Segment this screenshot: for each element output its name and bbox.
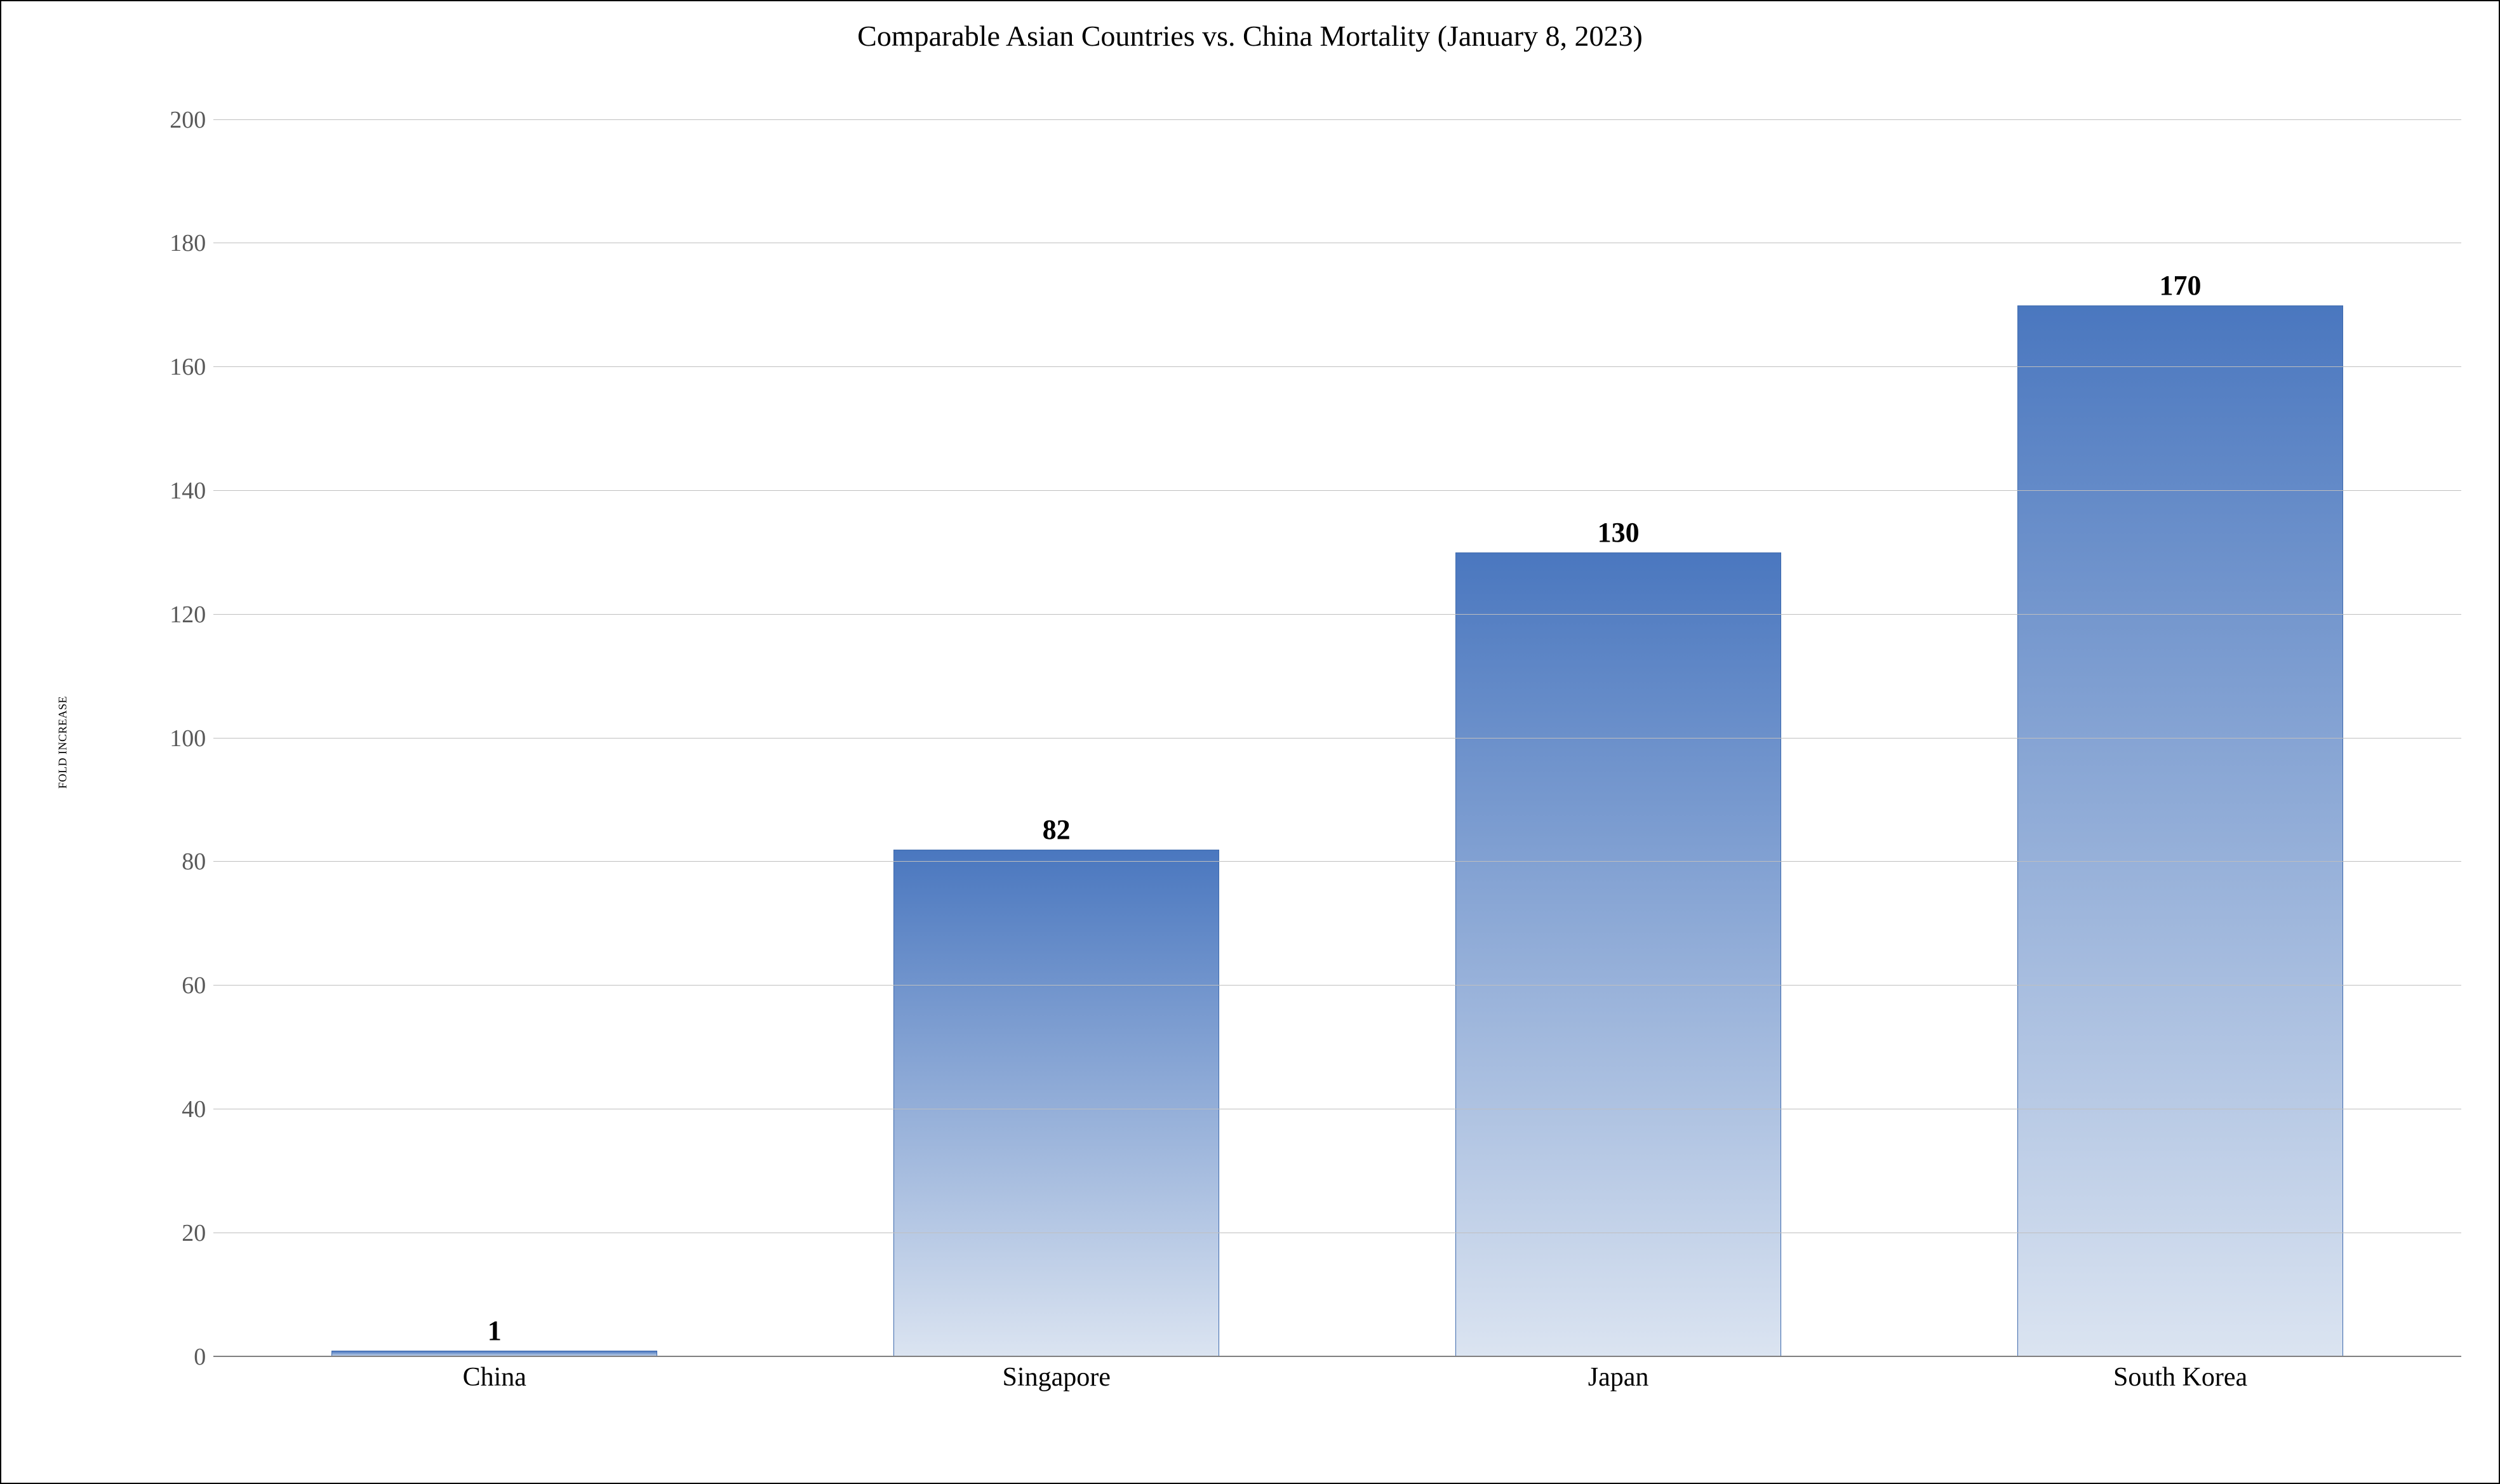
bar-value-label: 130 [1455,516,1781,549]
x-tick-label: Singapore [1003,1357,1111,1393]
bar [2017,305,2343,1357]
chart-frame: Comparable Asian Countries vs. China Mor… [0,0,2500,1484]
plot-area: 182130170 020406080100120140160180200Chi… [213,120,2461,1357]
bar-value-label: 82 [893,813,1219,846]
gridline [213,119,2461,120]
gridline [213,985,2461,986]
y-tick-label: 60 [182,972,213,999]
gridline [213,861,2461,862]
bar-value-label: 1 [331,1314,657,1347]
y-tick-label: 100 [170,725,213,752]
gridline [213,614,2461,615]
x-tick-label: Japan [1588,1357,1649,1393]
bar-value-label: 170 [2017,269,2343,302]
bar [1455,552,1781,1356]
gridline [213,738,2461,739]
y-tick-label: 180 [170,229,213,257]
chart-title: Comparable Asian Countries vs. China Mor… [1,19,2499,53]
y-tick-label: 140 [170,477,213,505]
gridline [213,366,2461,367]
y-tick-label: 120 [170,601,213,629]
y-tick-label: 20 [182,1219,213,1247]
y-tick-label: 200 [170,106,213,134]
y-tick-label: 0 [194,1343,213,1371]
bar [893,850,1219,1357]
x-tick-label: South Korea [2113,1357,2247,1393]
x-tick-label: China [463,1357,526,1393]
y-axis-label: FOLD INCREASE [56,695,69,788]
y-tick-label: 160 [170,353,213,381]
y-tick-label: 40 [182,1095,213,1123]
gridline [213,490,2461,491]
y-tick-label: 80 [182,848,213,876]
